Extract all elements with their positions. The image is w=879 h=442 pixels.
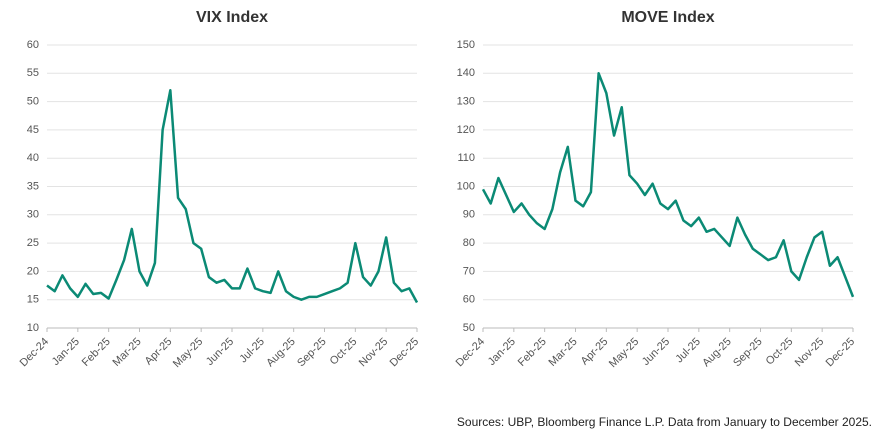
y-tick-label: 50: [27, 96, 39, 108]
x-tick-label: Feb-25: [516, 336, 549, 369]
x-tick-label: Jun-25: [640, 336, 672, 368]
x-tick-label: Mar-25: [547, 336, 580, 369]
y-tick-label: 20: [27, 265, 39, 277]
y-tick-label: 90: [463, 209, 475, 221]
x-tick-label: Jan-25: [50, 336, 82, 368]
x-tick-label: May-25: [171, 336, 205, 370]
x-tick-label: Jul-25: [673, 336, 703, 366]
x-tick-label: Nov-25: [793, 336, 827, 370]
x-tick-label: Jul-25: [237, 336, 267, 366]
chart-title: MOVE Index: [621, 9, 714, 26]
y-tick-label: 60: [27, 39, 39, 51]
y-tick-label: 130: [457, 96, 475, 108]
y-tick-label: 35: [27, 180, 39, 192]
x-tick-label: Oct-25: [328, 336, 360, 368]
x-tick-label: Mar-25: [111, 336, 144, 369]
x-tick-label: Apr-25: [143, 336, 175, 368]
x-tick-label: Sep-25: [295, 336, 329, 370]
y-tick-label: 10: [27, 322, 39, 334]
x-tick-label: Dec-25: [824, 336, 858, 370]
x-tick-label: Feb-25: [80, 336, 113, 369]
x-tick-label: Aug-25: [700, 336, 734, 370]
x-tick-label: Sep-25: [731, 336, 765, 370]
x-tick-label: Dec-24: [454, 336, 488, 370]
y-tick-label: 140: [457, 67, 475, 79]
y-tick-label: 15: [27, 294, 39, 306]
y-tick-label: 50: [463, 322, 475, 334]
y-tick-label: 40: [27, 152, 39, 164]
source-note: Sources: UBP, Bloomberg Finance L.P. Dat…: [457, 415, 872, 429]
x-tick-label: Nov-25: [357, 336, 391, 370]
y-tick-label: 110: [457, 152, 475, 164]
x-tick-label: Jun-25: [204, 336, 236, 368]
x-tick-label: Dec-24: [18, 336, 52, 370]
x-tick-label: Oct-25: [764, 336, 796, 368]
line-series: [481, 72, 855, 298]
y-tick-label: 150: [457, 39, 475, 51]
y-tick-label: 60: [463, 294, 475, 306]
y-tick-label: 45: [27, 124, 39, 136]
x-tick-label: Apr-25: [579, 336, 611, 368]
y-tick-label: 120: [457, 124, 475, 136]
y-tick-label: 80: [463, 237, 475, 249]
x-tick-label: Aug-25: [264, 336, 298, 370]
chart-title: VIX Index: [196, 9, 268, 26]
line-series: [46, 89, 419, 304]
y-tick-label: 100: [457, 180, 475, 192]
y-tick-label: 70: [463, 265, 475, 277]
y-tick-label: 25: [27, 237, 39, 249]
x-tick-label: May-25: [607, 336, 641, 370]
y-tick-label: 55: [27, 67, 39, 79]
x-tick-label: Jan-25: [486, 336, 518, 368]
y-tick-label: 30: [27, 209, 39, 221]
x-tick-label: Dec-25: [388, 336, 422, 370]
